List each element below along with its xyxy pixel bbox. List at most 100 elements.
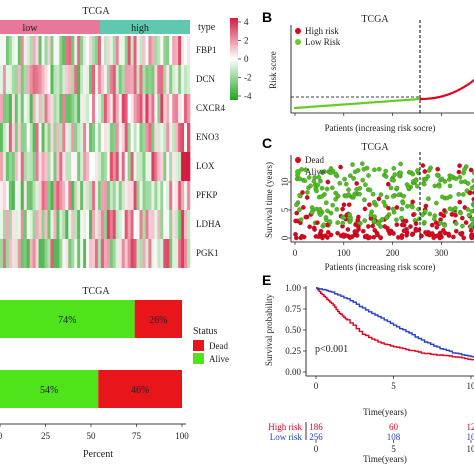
heatmap-cell — [35, 152, 39, 181]
heatmap-cell — [118, 65, 123, 94]
scatter-point-alive — [347, 212, 352, 217]
heatmap-cell — [41, 210, 45, 239]
heatmap-cell — [133, 123, 137, 152]
heatmap-cell — [178, 65, 182, 94]
heatmap-cell — [172, 123, 176, 152]
heatmap-cell — [172, 210, 176, 239]
scatter-point-alive — [328, 170, 334, 176]
scatter-point-dead — [360, 228, 366, 234]
heatmap-cell — [127, 181, 131, 210]
heatmap-cell — [178, 210, 182, 239]
scatter-point-alive — [465, 181, 471, 186]
heatmap-cell — [92, 36, 96, 65]
heatmap-cell — [11, 181, 16, 210]
scatter-point-alive — [346, 192, 351, 197]
heatmap-cell — [14, 181, 19, 210]
heatmap-cell — [80, 36, 84, 65]
heatmap-cell — [127, 36, 131, 65]
heatmap-cell — [133, 36, 137, 65]
heatmap-cell — [23, 239, 28, 268]
heatmap-cell — [68, 94, 72, 123]
heatmap-cell — [175, 36, 179, 65]
gene-label: DCN — [196, 74, 216, 84]
heatmap-cell — [62, 65, 66, 94]
heatmap-cell — [154, 123, 158, 152]
heatmap-cell — [80, 239, 84, 268]
heatmap-cell — [166, 181, 170, 210]
heatmap-cell — [41, 65, 45, 94]
heatmap-cell — [151, 181, 155, 210]
heatmap-cell — [53, 181, 57, 210]
heatmap-cell — [32, 36, 36, 65]
heatmap-cell — [26, 181, 30, 210]
scatter-point-alive — [422, 220, 427, 225]
scatter-point-dead — [328, 232, 334, 238]
heatmap-cell — [130, 36, 134, 65]
risk-table-label-low: Low risk — [270, 432, 303, 442]
heatmap-cell — [130, 239, 134, 268]
heatmap-cell — [0, 239, 4, 268]
heatmap-cell — [38, 123, 42, 152]
heatmap-cell — [118, 181, 123, 210]
scatter-point-alive — [388, 185, 394, 191]
scatter-point-alive — [319, 169, 324, 175]
scatter-point-dead — [420, 163, 426, 168]
heatmap-cell — [148, 94, 152, 123]
heatmap-cell — [142, 94, 146, 123]
heatmap-cell — [44, 181, 48, 210]
heatmap-cell — [62, 181, 66, 210]
heatmap-cell — [2, 123, 7, 152]
legend-dot-dead — [295, 157, 301, 163]
survival-scatter-title: TCGA — [361, 142, 389, 153]
heatmap-cell — [154, 36, 158, 65]
scatter-point-alive — [413, 178, 418, 184]
heatmap-cell — [172, 36, 176, 65]
heatmap-cell — [100, 123, 105, 152]
heatmap-cell — [109, 181, 114, 210]
heatmap-cell — [157, 123, 161, 152]
scatter-y-tick-label: 10 — [280, 177, 290, 187]
heatmap-cell — [14, 123, 19, 152]
heatmap-cell — [112, 152, 117, 181]
heatmap-cell — [65, 36, 69, 65]
scatter-point-alive — [294, 202, 299, 208]
heatmap-cell — [136, 239, 140, 268]
gene-label: ENO3 — [196, 132, 219, 142]
colorbar-tick-label: 2 — [244, 36, 249, 46]
scatter-point-dead — [362, 206, 368, 212]
scatter-point-alive — [399, 215, 404, 221]
heatmap-cell — [89, 65, 93, 94]
scatter-point-dead — [461, 235, 467, 241]
scatter-point-alive — [325, 208, 330, 214]
heatmap-cell — [124, 239, 128, 268]
scatter-point-alive — [343, 181, 349, 187]
scatter-point-alive — [398, 161, 403, 167]
risk-table-cell: 108 — [387, 432, 401, 442]
heatmap-cell — [38, 36, 42, 65]
scatter-point-alive — [434, 200, 439, 206]
heatmap-cell — [166, 152, 170, 181]
heatmap-cell — [11, 152, 16, 181]
scatter-point-alive — [329, 185, 335, 191]
scatter-point-dead — [353, 222, 358, 228]
heatmap-cell — [23, 94, 28, 123]
scatter-point-alive — [379, 217, 385, 222]
heatmap-cell — [0, 181, 4, 210]
risk-table-cells: 186 60 12 256 108 10 — [309, 422, 474, 442]
group-label-high: high — [131, 23, 149, 34]
heatmap-cell — [26, 65, 30, 94]
heatmap-cell — [68, 239, 72, 268]
scatter-point-alive — [297, 207, 302, 212]
heatmap-cell — [35, 239, 39, 268]
scatter-point-alive — [305, 190, 310, 195]
heatmap-cell — [163, 210, 167, 239]
heatmap-cell — [47, 181, 51, 210]
heatmap-cell — [139, 210, 143, 239]
km-y-tick-label: 0.25 — [285, 346, 301, 356]
scatter-point-alive — [398, 170, 404, 176]
heatmap-cell — [118, 123, 123, 152]
heatmap-cell — [77, 152, 81, 181]
km-panel: E Survival probability Time(years) p<0.0… — [262, 272, 474, 464]
heatmap-cell — [83, 65, 87, 94]
heatmap-cell — [29, 94, 33, 123]
